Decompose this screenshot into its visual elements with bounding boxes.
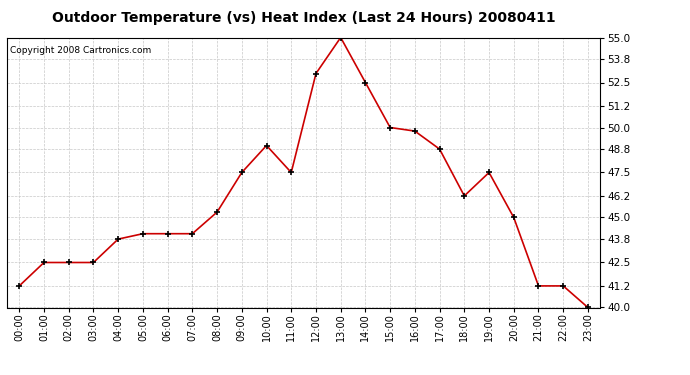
- Text: Copyright 2008 Cartronics.com: Copyright 2008 Cartronics.com: [10, 46, 151, 55]
- Text: Outdoor Temperature (vs) Heat Index (Last 24 Hours) 20080411: Outdoor Temperature (vs) Heat Index (Las…: [52, 11, 555, 25]
